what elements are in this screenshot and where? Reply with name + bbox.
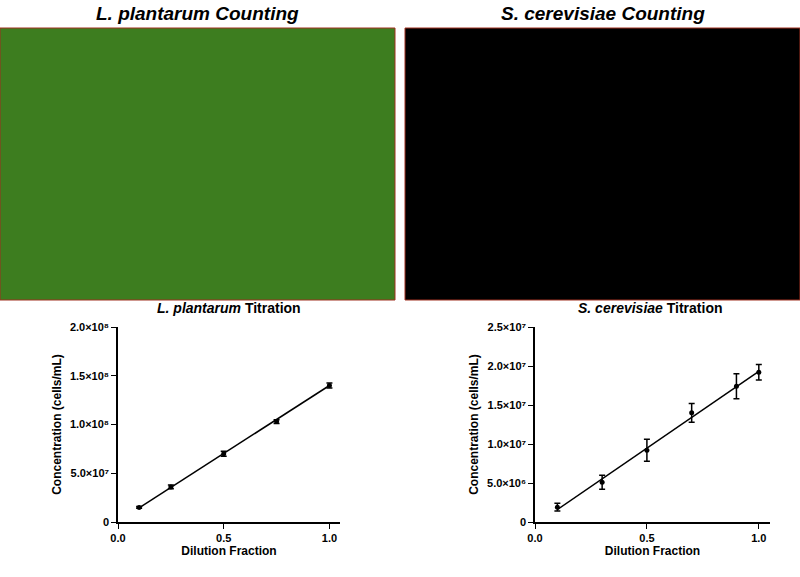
svg-text:1.0: 1.0 — [322, 532, 337, 544]
svg-text:L. plantarum Counting: L. plantarum Counting — [96, 3, 299, 24]
svg-text:1.0: 1.0 — [751, 532, 766, 544]
svg-text:Dilution Fraction: Dilution Fraction — [605, 544, 700, 558]
svg-text:2.0×10⁷: 2.0×10⁷ — [488, 360, 527, 372]
svg-text:0: 0 — [520, 516, 526, 528]
svg-text:1.5×10⁸: 1.5×10⁸ — [70, 370, 109, 382]
svg-text:L. plantarum Titration: L. plantarum Titration — [157, 300, 301, 316]
svg-text:0.0: 0.0 — [527, 532, 542, 544]
svg-text:0.0: 0.0 — [110, 532, 125, 544]
svg-text:Concentration (cells/mL): Concentration (cells/mL) — [50, 354, 64, 495]
svg-text:2.0×10⁸: 2.0×10⁸ — [70, 321, 109, 333]
svg-text:S. cerevisiae Counting: S. cerevisiae Counting — [501, 3, 705, 24]
svg-text:1.5×10⁷: 1.5×10⁷ — [488, 399, 527, 411]
svg-text:Concentration (cells/mL): Concentration (cells/mL) — [467, 354, 481, 495]
svg-text:0.5: 0.5 — [639, 532, 654, 544]
svg-text:0.5: 0.5 — [216, 532, 231, 544]
svg-text:2.5×10⁷: 2.5×10⁷ — [488, 321, 527, 333]
svg-text:1.0×10⁷: 1.0×10⁷ — [488, 438, 527, 450]
svg-text:5.0×10⁶: 5.0×10⁶ — [487, 477, 526, 489]
svg-text:1.0×10⁸: 1.0×10⁸ — [70, 418, 109, 430]
svg-text:5.0×10⁷: 5.0×10⁷ — [71, 467, 110, 479]
svg-text:Dilution Fraction: Dilution Fraction — [181, 544, 276, 558]
svg-text:S. cerevisiae Titration: S. cerevisiae Titration — [578, 300, 723, 316]
svg-text:0: 0 — [103, 516, 109, 528]
